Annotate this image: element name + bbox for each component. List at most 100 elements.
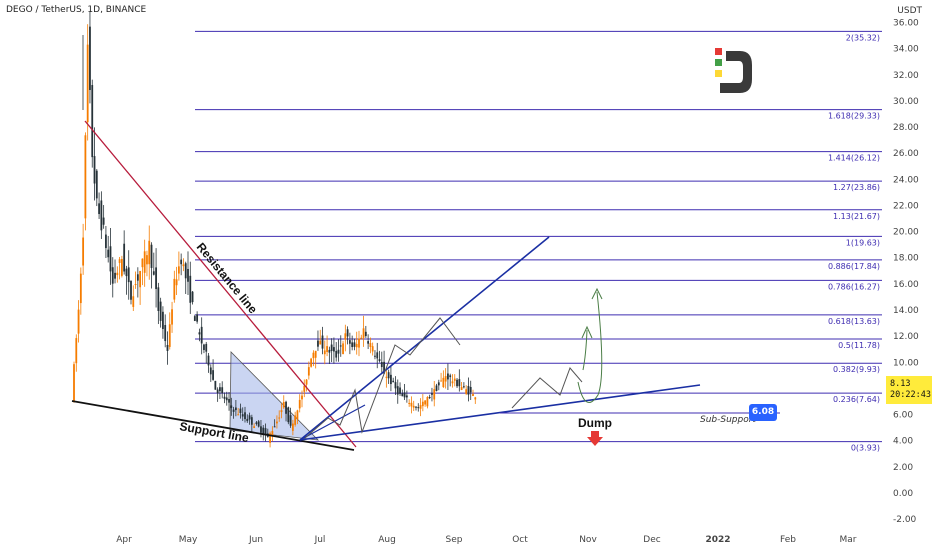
channel-upper-line: [299, 236, 550, 441]
candle-body: [360, 337, 363, 339]
candle-body: [207, 355, 210, 366]
candle-body: [421, 401, 424, 407]
candle-body: [449, 375, 452, 378]
candle-body: [250, 417, 253, 425]
y-tick-label: 34.00: [893, 45, 919, 55]
candle-body: [152, 271, 155, 275]
candle-body: [440, 380, 442, 382]
candle-body: [364, 331, 367, 337]
projection-arrow: [577, 291, 603, 404]
zigzag-pattern: [304, 317, 461, 439]
candle-body: [355, 343, 358, 348]
candle-body: [453, 378, 456, 381]
candle-body: [474, 397, 477, 400]
fib-level-label: 1.618(29.33): [828, 112, 880, 121]
candle-body: [346, 329, 349, 337]
candle-body: [187, 268, 189, 282]
candle-body: [73, 364, 75, 401]
candle-body: [385, 376, 388, 378]
y-tick-label: 32.00: [893, 71, 919, 81]
candle-body: [307, 367, 310, 376]
candle-body: [296, 410, 299, 420]
candle-body: [294, 415, 297, 425]
candle-body: [214, 380, 217, 390]
candle-body: [376, 352, 379, 359]
candle-body: [232, 409, 235, 412]
candle-body: [168, 324, 171, 347]
candle-body: [264, 428, 267, 436]
candle-body: [255, 422, 258, 424]
candle-body: [164, 325, 167, 342]
x-tick-label: May: [179, 535, 198, 545]
x-tick-label: Mar: [840, 535, 857, 545]
candle-body: [150, 244, 153, 268]
candle-body: [472, 393, 474, 397]
candle-body: [228, 398, 230, 403]
candle-body: [198, 332, 201, 335]
x-tick-label: Apr: [116, 535, 132, 545]
candle-body: [317, 340, 319, 347]
candle-body: [269, 433, 271, 443]
candle-body: [216, 389, 219, 394]
fib-level-label: 0(3.93): [851, 444, 880, 453]
support-line: [71, 400, 355, 451]
candle-body: [387, 372, 390, 379]
candle-body: [177, 266, 180, 274]
candle-body: [205, 343, 208, 352]
candle-body: [237, 414, 240, 416]
candle-body: [348, 340, 351, 344]
candle-body: [189, 275, 192, 303]
candle-body: [342, 343, 344, 355]
candle-body: [193, 316, 196, 321]
candle-body: [396, 386, 399, 395]
candle-body: [285, 401, 287, 414]
candle-body: [282, 401, 285, 408]
candle-body: [182, 264, 185, 267]
fib-level-label: 0.382(9.93): [833, 365, 880, 374]
candle-body: [93, 156, 96, 184]
candle-body: [105, 234, 107, 249]
x-tick-label: Feb: [780, 535, 796, 545]
candle-body: [310, 358, 313, 367]
candle-body: [98, 203, 100, 215]
candle-body: [109, 246, 112, 272]
candle-body: [244, 412, 246, 420]
candle-body: [380, 362, 383, 368]
candle-body: [456, 379, 458, 387]
candle-body: [273, 426, 276, 428]
candle-body: [280, 410, 283, 413]
y-tick-label: 26.00: [893, 149, 919, 159]
candle-body: [369, 343, 372, 347]
candle-body: [419, 405, 422, 409]
fib-level-label: 1.414(26.12): [828, 154, 880, 163]
candle-body: [116, 272, 119, 276]
candle-body: [120, 259, 123, 276]
x-tick-label: 2022: [705, 535, 730, 545]
candle-body: [394, 382, 397, 389]
candle-body: [362, 328, 365, 338]
candle-body: [424, 400, 427, 405]
candle-body: [417, 407, 420, 409]
candle-body: [298, 399, 301, 409]
candle-body: [458, 379, 461, 387]
candle-body: [77, 309, 80, 334]
fib-level-label: 0.618(13.63): [828, 317, 880, 326]
candle-body: [447, 373, 449, 380]
y-tick-label: 22.00: [893, 201, 919, 211]
candle-body: [435, 385, 438, 392]
projection-arrowhead: [591, 287, 603, 300]
candle-body: [399, 387, 401, 394]
candle-body: [146, 255, 148, 265]
candles: [73, 11, 477, 448]
x-tick-label: Aug: [378, 535, 396, 545]
candle-body: [378, 359, 381, 361]
candle-body: [353, 342, 356, 347]
candle-body: [84, 135, 87, 219]
candle-body: [428, 397, 431, 399]
x-tick-label: Jul: [314, 535, 326, 545]
projection-arrowhead-short: [581, 325, 593, 339]
candle-body: [351, 342, 354, 348]
candle-body: [415, 406, 417, 408]
candle-body: [239, 408, 242, 414]
